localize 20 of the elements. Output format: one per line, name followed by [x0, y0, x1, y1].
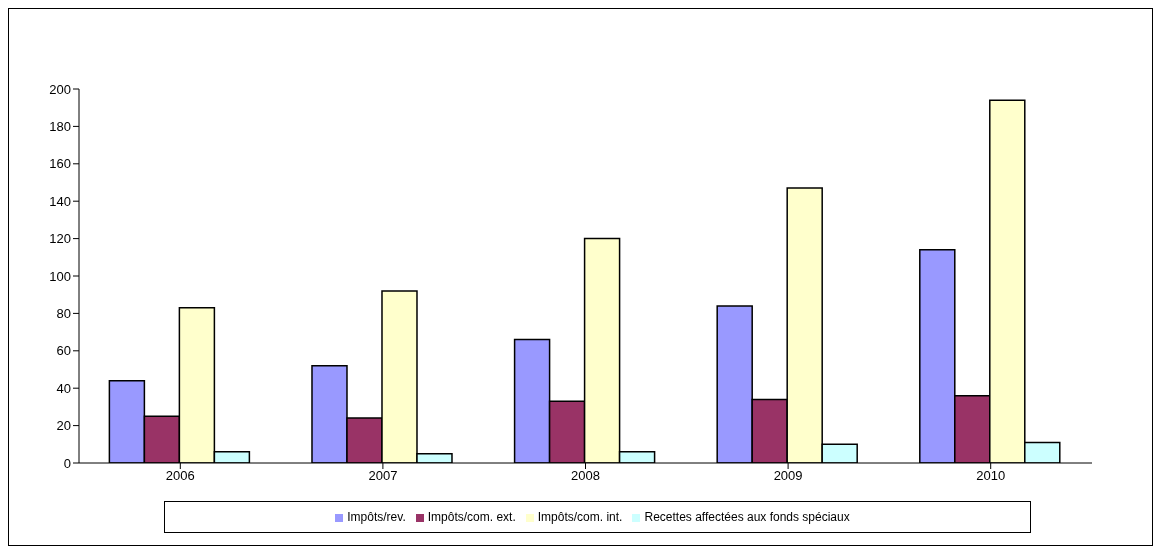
y-tick-label: 120: [49, 231, 71, 247]
y-tick-label: 0: [63, 455, 71, 471]
y-tick-label: 140: [49, 193, 71, 209]
y-tick-label: 200: [49, 81, 71, 97]
y-tick-label: 60: [56, 343, 71, 359]
y-tick-label: 180: [49, 119, 71, 135]
x-tick-label: 2010: [976, 468, 1006, 484]
y-tick-label: 100: [49, 268, 71, 284]
legend-label: Impôts/rev.: [347, 510, 406, 524]
x-tick-label: 2006: [165, 468, 195, 484]
legend-label: Impôts/com. int.: [537, 510, 623, 524]
y-tick-label: 160: [49, 156, 71, 172]
x-tick-label: 2009: [773, 468, 803, 484]
y-tick-label: 20: [56, 418, 71, 434]
x-tick-label: 2007: [368, 468, 398, 484]
y-tick-label: 40: [56, 380, 71, 396]
legend-label: Recettes affectées aux fonds spéciaux: [644, 510, 850, 524]
x-tick-label: 2008: [571, 468, 600, 484]
y-tick-label: 80: [56, 306, 71, 322]
legend-label: Impôts/com. ext.: [427, 510, 516, 524]
